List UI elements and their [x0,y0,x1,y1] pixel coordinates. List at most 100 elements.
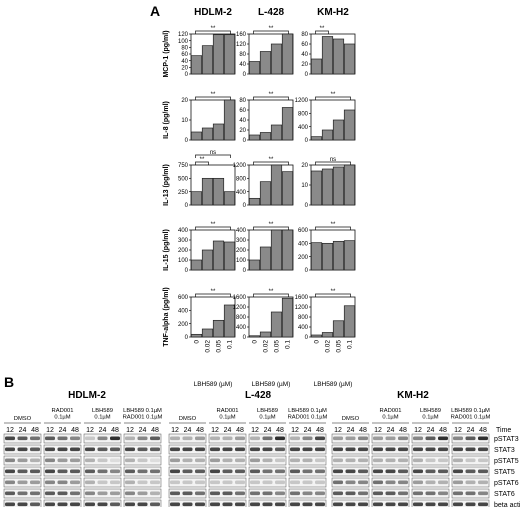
y-tick-label: 20 [301,62,308,68]
time-label: 24 [387,427,395,434]
significance-bracket [195,293,231,297]
blot-band [302,502,313,507]
blot-band [85,502,95,507]
bar [223,34,236,75]
condition-label: LBH589 0.1µM [288,408,327,414]
bar [343,43,356,75]
blot-band [315,491,325,496]
blot-band [453,491,463,496]
blot-band [425,480,436,485]
y-tick-label: 600 [298,228,309,234]
blot-band [413,502,423,507]
time-label: 12 [251,427,259,434]
blot-band [195,491,205,496]
y-tick-label: 0 [305,138,309,144]
blot-band [262,469,273,474]
blot-band [478,491,488,496]
bar [212,177,225,206]
blot-band [57,458,68,463]
blot-band [110,480,120,485]
bar [281,171,294,206]
blot-band [478,480,488,485]
blot-band [398,458,408,463]
bar [281,107,294,141]
blot-band [333,469,343,474]
significance-bracket [195,96,231,100]
significance-label: ** [331,289,336,295]
blot-band [385,480,396,485]
blot-band [438,458,448,463]
blot-band [222,491,233,496]
blot-lane [248,477,287,488]
blot-band [385,469,396,474]
time-label: 24 [224,427,232,434]
y-tick-label: 0 [185,72,189,78]
blot-band [210,436,220,441]
condition-label: 0.1µM [422,415,438,421]
blot-band [235,447,245,452]
significance-bracket [253,293,289,297]
y-tick-label: 0 [185,138,189,144]
panel-b-heading-kmh2: KM-H2 [397,390,429,401]
y-tick-label: 400 [298,242,309,248]
blot-band [170,458,180,463]
blot-band [17,469,28,474]
blot-band [85,458,95,463]
y-tick-label: 60 [181,52,188,58]
time-label: 48 [359,427,367,434]
blot-band [85,447,95,452]
y-tick-label: 0 [243,268,247,274]
y-tick-label: 400 [178,228,189,234]
blot-band [85,480,95,485]
blot-band [137,458,148,463]
y-axis-label: TNF-alpha (pg/ml) [163,287,170,347]
y-tick-label: 800 [236,315,247,321]
blot-band [250,480,260,485]
bar [310,242,323,271]
blot-band [358,502,368,507]
bar [248,335,261,338]
time-label: 24 [304,427,312,434]
time-label: 12 [334,427,342,434]
blot-band [150,447,160,452]
condition-label: DMSO [14,416,32,422]
blot-band [262,502,273,507]
blot-band [97,447,108,452]
blot-lane [288,477,327,488]
significance-label: ** [331,222,336,228]
blot-band [235,436,245,441]
blot-band [125,502,135,507]
blot-band [413,480,423,485]
blot-band [478,469,488,474]
y-tick-label: 800 [236,177,247,183]
blot-band [235,502,245,507]
y-tick-label: 400 [236,190,247,196]
blot-band [398,491,408,496]
blot-band [235,469,245,474]
blot-band [125,458,135,463]
bar [201,177,214,206]
y-axis-label: IL-13 (pg/ml) [163,164,170,206]
significance-label: ** [211,289,216,295]
blot-band [30,447,40,452]
condition-label: RAD001 0.1µM [123,415,163,421]
time-label: 48 [236,427,244,434]
y-tick-label: 400 [178,309,189,315]
dose-tick-label: 0 [194,340,201,344]
blot-band [222,480,233,485]
panel-b-label: B [4,374,14,390]
time-label: 12 [454,427,462,434]
blot-lane [331,455,370,466]
blot-lane [331,433,370,444]
panel-a-x-axis: 0 0.02 0.05 0.1 0 0.02 0.05 0.1 0 0.02 0.05 0.1 [194,340,354,353]
blot-band [275,458,285,463]
blot-band [137,480,148,485]
blot-band [17,436,28,441]
significance-label: ** [320,26,325,32]
condition-label: 0.1µM [382,415,398,421]
bar [259,246,272,271]
blot-band [275,480,285,485]
blot-band [453,447,463,452]
blot-band [290,469,300,474]
protein-label: STAT5 [494,469,515,476]
